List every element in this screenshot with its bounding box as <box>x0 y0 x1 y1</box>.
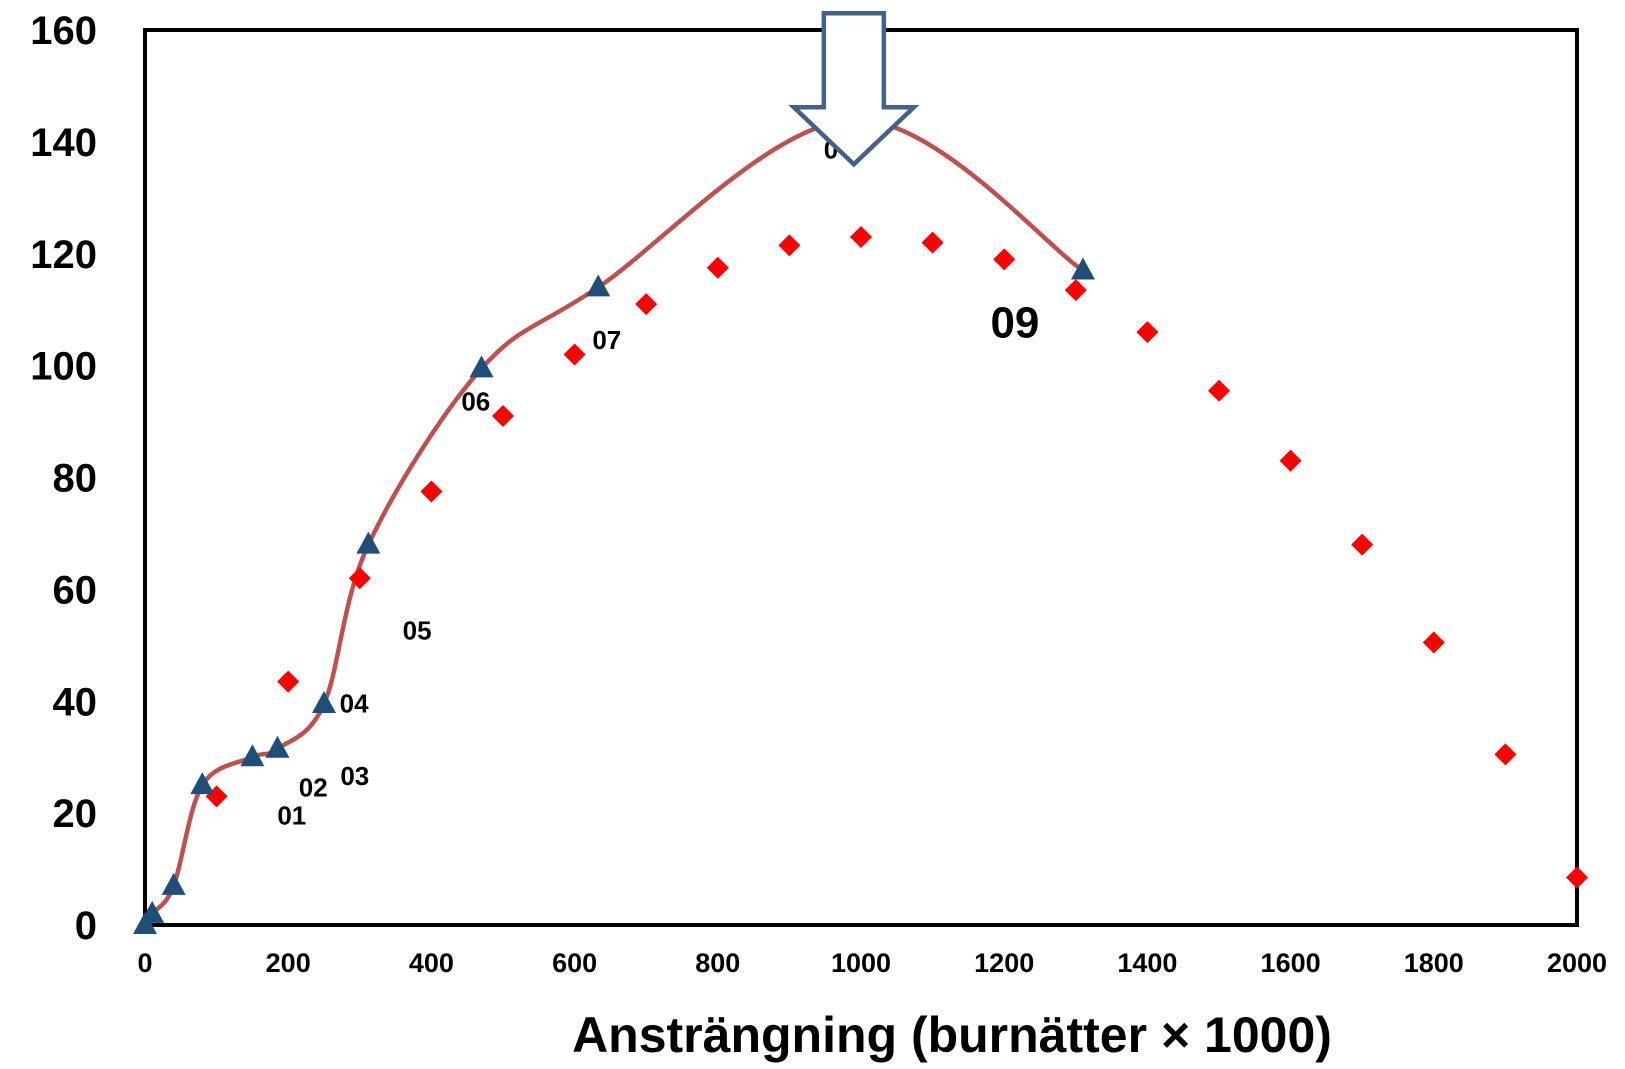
diamond-point <box>420 480 443 503</box>
diamond-point <box>277 670 300 693</box>
diamond-point <box>492 404 514 427</box>
x-tick-label: 1800 <box>1404 948 1464 978</box>
diamond-point <box>1422 631 1445 654</box>
point-label: 01 <box>277 800 306 830</box>
point-label: 09 <box>990 299 1039 348</box>
x-tick-label: 1400 <box>1117 948 1177 978</box>
point-label: 04 <box>340 688 369 718</box>
diamond-point <box>348 567 371 590</box>
x-tick-label: 1600 <box>1261 948 1321 978</box>
y-tick-label: 160 <box>30 9 97 53</box>
x-tick-label: 1000 <box>831 948 891 978</box>
y-tick-label: 20 <box>53 792 98 836</box>
triangle-point <box>1070 257 1095 280</box>
x-tick-label: 1200 <box>974 948 1034 978</box>
diamond-point <box>993 248 1016 271</box>
triangle-point <box>161 872 186 895</box>
point-label: 07 <box>592 325 621 355</box>
x-tick-label: 400 <box>409 948 454 978</box>
y-tick-label: 100 <box>30 345 97 389</box>
triangle-point <box>265 735 290 758</box>
x-axis-label: Ansträngning (burnätter × 1000) <box>572 1007 1332 1063</box>
x-tick-label: 0 <box>137 948 152 978</box>
x-axis: 0 200 400 600 800 1000 1200 1400 1600 1800 2000 <box>137 948 1607 978</box>
diamond-series <box>205 225 1588 889</box>
diamond-point <box>778 234 801 257</box>
triangle-point <box>469 355 494 378</box>
triangle-point <box>312 691 336 714</box>
diamond-point <box>1064 279 1087 302</box>
x-tick-label: 600 <box>552 948 597 978</box>
x-tick-label: 800 <box>695 948 740 978</box>
diamond-point <box>921 231 944 254</box>
diamond-point <box>1279 449 1302 472</box>
point-label: 02 <box>299 772 328 802</box>
diamond-point <box>1566 866 1588 889</box>
diamond-point <box>850 225 872 248</box>
y-tick-label: 60 <box>53 568 98 612</box>
y-tick-label: 40 <box>53 680 98 724</box>
point-label: 03 <box>340 761 369 791</box>
diamond-point <box>1136 321 1159 344</box>
down-arrow-marker <box>788 10 920 168</box>
plot-area-frame <box>143 28 1579 927</box>
y-tick-label: 80 <box>53 457 98 501</box>
x-tick-label: 2000 <box>1547 948 1607 978</box>
triangle-point <box>356 531 381 554</box>
diamond-point <box>563 343 586 366</box>
diamond-point <box>706 256 729 279</box>
triangle-point <box>240 744 265 767</box>
diamond-point <box>1208 379 1230 402</box>
y-tick-label: 0 <box>75 904 97 948</box>
diamond-point <box>1494 743 1517 766</box>
point-label: 05 <box>403 616 432 646</box>
diamond-point <box>1351 533 1374 556</box>
triangle-point <box>190 772 215 795</box>
point-label: 06 <box>461 386 490 416</box>
triangle-point <box>140 900 165 923</box>
x-tick-label: 200 <box>266 948 311 978</box>
y-tick-label: 120 <box>30 233 97 277</box>
triangle-point <box>133 912 157 934</box>
diamond-point <box>635 293 658 316</box>
y-axis: 0 20 40 60 80 100 120 140 160 <box>30 9 97 948</box>
triangle-point <box>586 274 611 297</box>
y-tick-label: 140 <box>30 121 97 165</box>
